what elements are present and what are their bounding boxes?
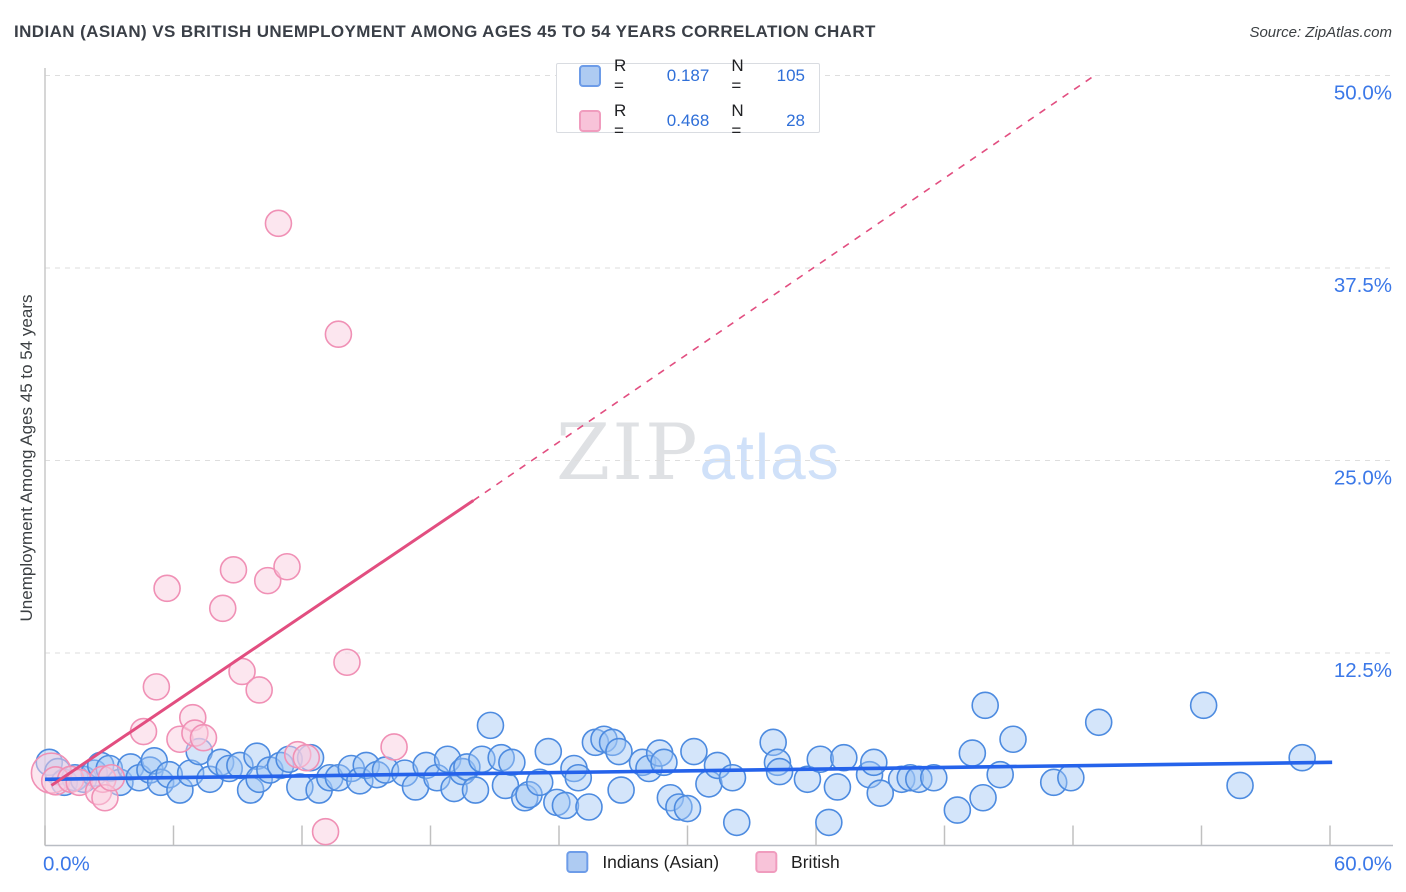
scatter-point-indian[interactable]	[607, 776, 635, 804]
scatter-point-indian[interactable]	[1189, 691, 1218, 720]
series-legend: Indians (Asian) British	[566, 851, 840, 873]
scatter-point-british[interactable]	[153, 574, 181, 603]
scatter-point-british[interactable]	[380, 733, 408, 761]
scatter-point-indian[interactable]	[806, 745, 835, 774]
scatter-point-indian[interactable]	[971, 691, 999, 720]
scatter-point-indian[interactable]	[673, 794, 702, 823]
r-label: R =	[614, 55, 627, 95]
scatter-point-indian[interactable]	[650, 748, 678, 777]
scatter-point-indian[interactable]	[722, 808, 751, 837]
n-label: N =	[731, 100, 744, 140]
indian-trendline	[44, 760, 1333, 782]
scatter-point-indian[interactable]	[461, 776, 490, 804]
legend-label-british: British	[791, 851, 840, 872]
legend-label-indians: Indians (Asian)	[602, 851, 720, 872]
scatter-point-indian[interactable]	[575, 793, 603, 821]
legend-row-indian: R = 0.187 N = 105	[579, 56, 805, 96]
scatter-point-indian[interactable]	[245, 765, 273, 794]
indian-series-swatch-icon	[566, 851, 589, 873]
n-value-british: 28	[786, 110, 806, 130]
scatter-point-british[interactable]	[142, 673, 171, 701]
r-value-indian: 0.187	[666, 65, 710, 85]
scatter-point-british[interactable]	[273, 552, 301, 581]
scatter-point-indian[interactable]	[525, 768, 554, 797]
indian-series-swatch-icon	[579, 64, 601, 87]
scatter-point-indian[interactable]	[866, 779, 895, 807]
british-series-swatch-icon	[579, 109, 601, 132]
scatter-point-indian[interactable]	[605, 737, 633, 766]
scatter-point-british[interactable]	[333, 648, 361, 677]
y-axis-tick-label: 12.5%	[1334, 659, 1392, 682]
scatter-point-british[interactable]	[253, 566, 282, 595]
correlation-legend-box: R = 0.187 N = 105 R = 0.468 N = 28	[556, 56, 820, 140]
scatter-point-indian[interactable]	[665, 793, 693, 821]
x-axis-max-label: 60.0%	[1334, 853, 1392, 876]
scatter-point-indian[interactable]	[793, 765, 822, 794]
scatter-point-indian[interactable]	[896, 763, 925, 792]
y-axis-tick-label: 37.5%	[1334, 274, 1392, 297]
scatter-point-indian[interactable]	[635, 754, 663, 783]
n-value-indian: 105	[776, 65, 806, 85]
scatter-point-indian[interactable]	[830, 743, 858, 772]
scatter-point-indian[interactable]	[765, 757, 794, 786]
scatter-point-british[interactable]	[264, 209, 293, 238]
scatter-point-indian[interactable]	[534, 737, 563, 766]
scatter-point-british[interactable]	[311, 817, 340, 846]
scatter-point-indian[interactable]	[1288, 743, 1316, 772]
scatter-point-british[interactable]	[189, 723, 218, 752]
legend-item-indians[interactable]: Indians (Asian)	[566, 851, 719, 873]
scatter-point-british[interactable]	[208, 594, 237, 623]
scatter-point-indian[interactable]	[860, 748, 888, 777]
scatter-point-british[interactable]	[324, 320, 353, 349]
scatter-point-indian[interactable]	[551, 791, 580, 820]
scatter-point-indian[interactable]	[1084, 708, 1113, 737]
scatter-point-indian[interactable]	[476, 711, 505, 740]
y-axis-tick-label: 50.0%	[1334, 82, 1392, 105]
scatter-point-british[interactable]	[292, 743, 321, 772]
scatter-point-indian[interactable]	[1057, 763, 1085, 792]
scatter-point-indian[interactable]	[943, 796, 972, 824]
scatter-point-indian[interactable]	[155, 760, 184, 789]
scatter-point-indian[interactable]	[815, 808, 843, 837]
scatter-point-indian[interactable]	[1039, 768, 1068, 797]
british-series-swatch-icon	[755, 851, 778, 873]
scatter-point-indian[interactable]	[999, 725, 1027, 754]
legend-item-british[interactable]: British	[755, 851, 840, 873]
legend-row-british: R = 0.468 N = 28	[579, 101, 805, 141]
british-trendline-extrapolated	[472, 76, 1093, 502]
r-label: R =	[614, 100, 627, 140]
scatter-point-indian[interactable]	[564, 763, 593, 792]
page-title: INDIAN (ASIAN) VS BRITISH UNEMPLOYMENT A…	[14, 22, 876, 41]
x-axis-min-label: 0.0%	[43, 853, 90, 876]
y-axis-tick-label: 25.0%	[1334, 467, 1392, 490]
scatter-point-indian[interactable]	[1226, 771, 1254, 800]
scatter-point-indian[interactable]	[958, 739, 987, 767]
scatter-point-indian[interactable]	[969, 783, 997, 812]
scatter-point-indian[interactable]	[140, 746, 169, 775]
r-value-british: 0.468	[666, 110, 710, 130]
scatter-point-indian[interactable]	[919, 763, 948, 792]
british-trendline	[50, 499, 475, 787]
scatter-point-british[interactable]	[245, 676, 273, 704]
n-label: N =	[731, 55, 744, 95]
scatter-point-indian[interactable]	[498, 748, 526, 777]
scatter-point-british[interactable]	[219, 556, 248, 584]
source-attribution[interactable]: Source: ZipAtlas.com	[1249, 24, 1392, 41]
scatter-point-indian[interactable]	[823, 773, 852, 801]
scatter-point-indian[interactable]	[680, 737, 708, 766]
